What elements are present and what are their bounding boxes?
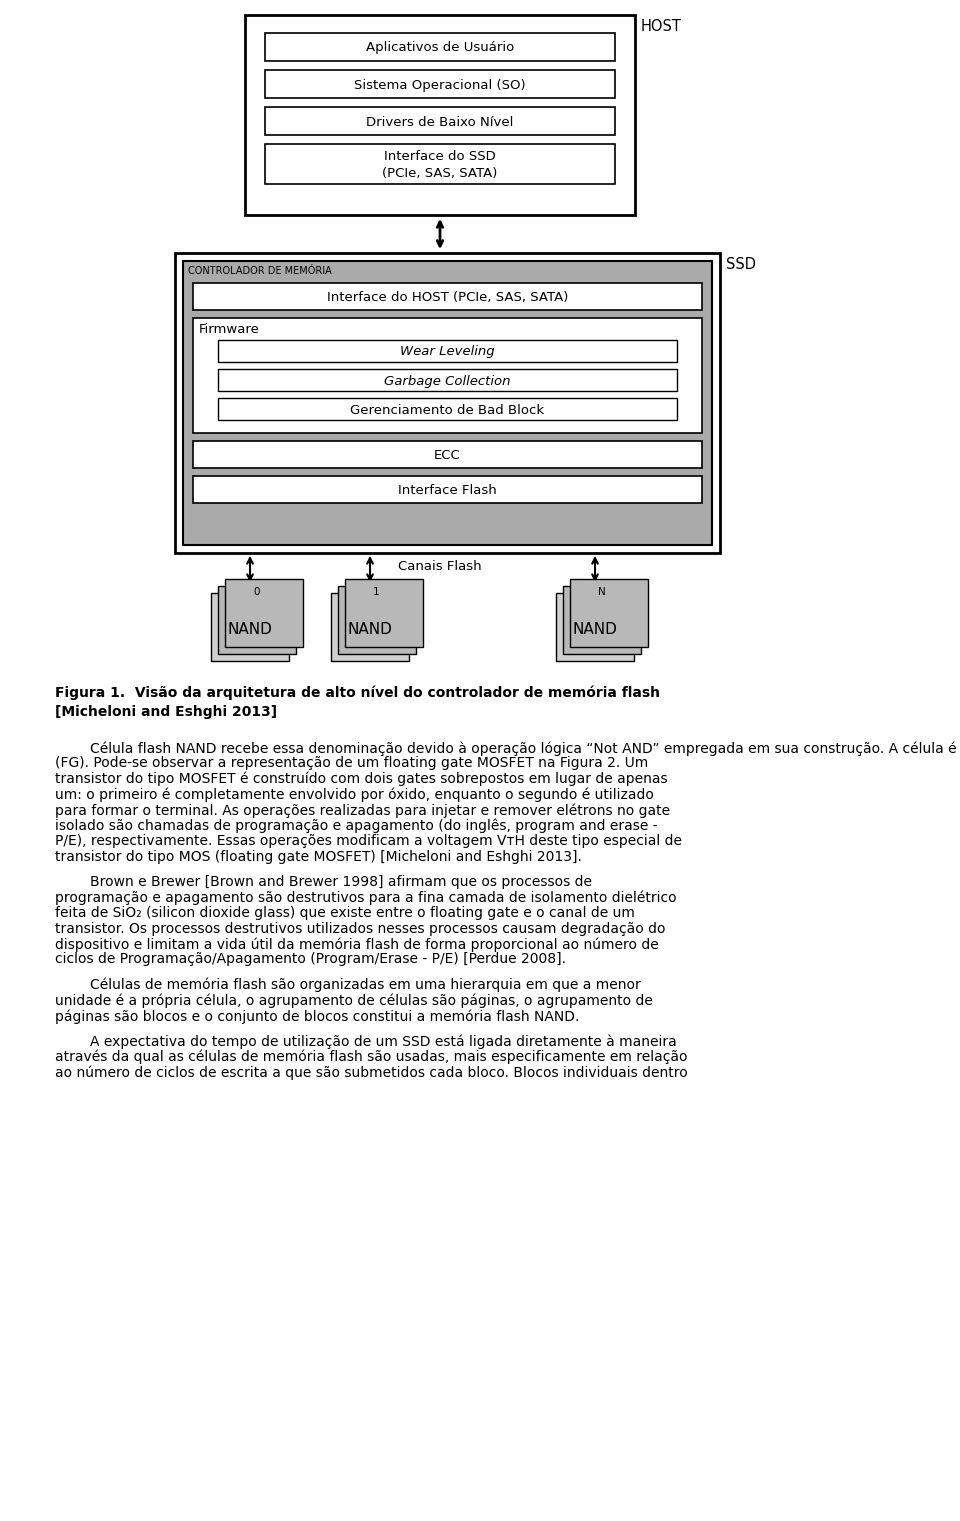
Text: Drivers de Baixo Nível: Drivers de Baixo Nível [367, 116, 514, 128]
Text: P/E), respectivamente. Essas operações modificam a voltagem VᴛH deste tipo espec: P/E), respectivamente. Essas operações m… [55, 834, 682, 849]
Text: NAND: NAND [228, 622, 273, 636]
Text: unidade é a própria célula, o agrupamento de células são páginas, o agrupamento : unidade é a própria célula, o agrupament… [55, 993, 653, 1008]
Bar [193, 283, 702, 310]
Text: (FG). Pode-se observar a representação de um floating gate MOSFET na Figura 2. U: (FG). Pode-se observar a representação d… [55, 756, 648, 771]
Text: Gerenciamento de Bad Block: Gerenciamento de Bad Block [350, 403, 544, 417]
Text: NAND: NAND [348, 622, 393, 636]
Bar [193, 476, 702, 503]
Text: transistor do tipo MOS (floating gate MOSFET) [Micheloni and Eshghi 2013].: transistor do tipo MOS (floating gate MO… [55, 850, 582, 864]
Bar [563, 586, 641, 654]
Text: HOST: HOST [641, 18, 682, 33]
Bar [193, 318, 702, 433]
Text: ECC: ECC [434, 449, 461, 462]
Bar [245, 15, 635, 214]
Text: ao número de ciclos de escrita a que são submetidos cada bloco. Blocos individua: ao número de ciclos de escrita a que são… [55, 1066, 687, 1080]
Text: 0: 0 [253, 587, 259, 598]
Text: Sistema Operacional (SO): Sistema Operacional (SO) [354, 79, 526, 91]
Text: transistor. Os processos destrutivos utilizados nesses processos causam degradaç: transistor. Os processos destrutivos uti… [55, 922, 665, 935]
Text: para formar o terminal. As operações realizadas para injetar e remover elétrons : para formar o terminal. As operações rea… [55, 803, 670, 817]
Bar [218, 341, 677, 362]
Bar [193, 441, 702, 468]
Bar [338, 586, 416, 654]
Text: Brown e Brewer [Brown and Brewer 1998] afirmam que os processos de: Brown e Brewer [Brown and Brewer 1998] a… [55, 875, 592, 888]
Text: isolado são chamadas de programação e apagamento (do inglês, program and erase -: isolado são chamadas de programação e ap… [55, 818, 658, 834]
Text: Firmware: Firmware [199, 322, 260, 336]
Bar [265, 106, 615, 135]
Text: programação e apagamento são destrutivos para a fina camada de isolamento dielét: programação e apagamento são destrutivos… [55, 890, 677, 905]
Text: através da qual as células de memória flash são usadas, mais especificamente em : através da qual as células de memória fl… [55, 1049, 687, 1065]
Text: Interface Flash: Interface Flash [398, 484, 497, 497]
Text: Interface do HOST (PCIe, SAS, SATA): Interface do HOST (PCIe, SAS, SATA) [326, 291, 568, 304]
Bar [218, 399, 677, 420]
Bar [556, 593, 634, 662]
Text: Células de memória flash são organizadas em uma hierarquia em que a menor: Células de memória flash são organizadas… [55, 978, 640, 993]
Text: NAND: NAND [572, 622, 617, 636]
Text: dispositivo e limitam a vida útil da memória flash de forma proporcional ao núme: dispositivo e limitam a vida útil da mem… [55, 937, 659, 952]
Bar [218, 370, 677, 391]
Bar [265, 144, 615, 184]
Text: transistor do tipo MOSFET é construído com dois gates sobrepostos em lugar de ap: transistor do tipo MOSFET é construído c… [55, 773, 667, 786]
Text: Garbage Collection: Garbage Collection [384, 374, 511, 388]
Bar [345, 580, 423, 646]
Text: feita de SiO₂ (silicon dioxide glass) que existe entre o floating gate e o canal: feita de SiO₂ (silicon dioxide glass) qu… [55, 907, 635, 920]
Text: CONTROLADOR DE MEMÓRIA: CONTROLADOR DE MEMÓRIA [188, 266, 332, 275]
Bar [331, 593, 409, 662]
Text: páginas são blocos e o conjunto de blocos constitui a memória flash NAND.: páginas são blocos e o conjunto de bloco… [55, 1008, 580, 1024]
Text: Canais Flash: Canais Flash [398, 560, 482, 572]
Bar [265, 33, 615, 61]
Bar [211, 593, 289, 662]
Text: um: o primeiro é completamente envolvido por óxido, enquanto o segundo é utiliza: um: o primeiro é completamente envolvido… [55, 788, 654, 802]
Text: ciclos de Programação/Apagamento (Program/Erase - P/E) [Perdue 2008].: ciclos de Programação/Apagamento (Progra… [55, 952, 566, 966]
Text: 1: 1 [373, 587, 379, 598]
Bar [175, 252, 720, 554]
Text: Wear Leveling: Wear Leveling [400, 345, 494, 359]
Text: SSD: SSD [726, 257, 756, 272]
Bar [225, 580, 303, 646]
Text: Aplicativos de Usuário: Aplicativos de Usuário [366, 41, 515, 55]
Text: N: N [598, 587, 606, 598]
Bar [218, 586, 296, 654]
Text: A expectativa do tempo de utilização de um SSD está ligada diretamente à maneira: A expectativa do tempo de utilização de … [55, 1034, 677, 1049]
Bar [183, 262, 712, 545]
Bar [265, 70, 615, 97]
Text: Figura 1.  Visão da arquitetura de alto nível do controlador de memória flash
[M: Figura 1. Visão da arquitetura de alto n… [55, 686, 660, 719]
Bar [570, 580, 648, 646]
Text: Interface do SSD: Interface do SSD [384, 149, 496, 163]
Text: (PCIe, SAS, SATA): (PCIe, SAS, SATA) [382, 166, 497, 179]
Text: Célula flash NAND recebe essa denominação devido à operação lógica “Not AND” emp: Célula flash NAND recebe essa denominaçã… [55, 741, 960, 756]
